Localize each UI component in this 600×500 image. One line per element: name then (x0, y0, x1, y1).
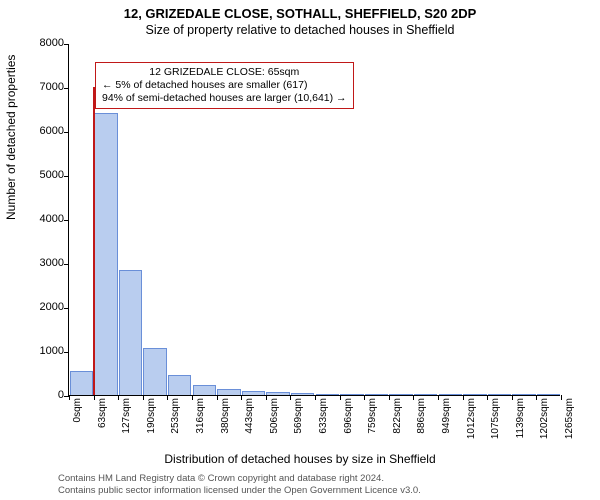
histogram-bar (439, 394, 462, 395)
histogram-bar (119, 270, 142, 395)
histogram-bar (389, 394, 412, 395)
x-tick-label: 1265sqm (564, 398, 575, 448)
histogram-bar (488, 394, 511, 395)
x-tick-label: 822sqm (392, 398, 403, 448)
y-tick (64, 264, 69, 265)
y-tick (64, 176, 69, 177)
footer-line: Contains public sector information licen… (58, 485, 421, 496)
y-tick-label: 4000 (4, 213, 64, 225)
x-tick (94, 395, 95, 400)
footer-attribution: Contains HM Land Registry data © Crown c… (58, 473, 421, 496)
x-tick (536, 395, 537, 400)
x-tick-label: 759sqm (367, 398, 378, 448)
y-axis-label: Number of detached properties (4, 55, 18, 220)
y-tick-label: 0 (4, 389, 64, 401)
x-tick-label: 63sqm (97, 398, 108, 448)
y-tick (64, 88, 69, 89)
annotation-line: 12 GRIZEDALE CLOSE: 65sqm (102, 66, 347, 79)
y-tick (64, 220, 69, 221)
chart-title: 12, GRIZEDALE CLOSE, SOTHALL, SHEFFIELD,… (0, 6, 600, 21)
x-tick (561, 395, 562, 400)
histogram-bar (291, 393, 314, 395)
y-tick (64, 308, 69, 309)
x-tick-label: 127sqm (121, 398, 132, 448)
x-tick-label: 569sqm (293, 398, 304, 448)
x-tick (315, 395, 316, 400)
x-tick-label: 0sqm (72, 398, 83, 448)
x-axis-label: Distribution of detached houses by size … (0, 452, 600, 466)
x-tick (192, 395, 193, 400)
y-tick-label: 3000 (4, 257, 64, 269)
y-tick (64, 44, 69, 45)
x-tick (487, 395, 488, 400)
x-tick-label: 1012sqm (466, 398, 477, 448)
y-tick-label: 7000 (4, 81, 64, 93)
histogram-bar (316, 394, 339, 395)
x-tick-label: 506sqm (269, 398, 280, 448)
histogram-bar (168, 375, 191, 395)
x-tick (389, 395, 390, 400)
x-tick-label: 316sqm (195, 398, 206, 448)
property-marker-line (93, 87, 95, 395)
y-tick-label: 5000 (4, 169, 64, 181)
x-tick (167, 395, 168, 400)
x-tick-label: 1139sqm (515, 398, 526, 448)
histogram-bar (242, 391, 265, 395)
x-tick (217, 395, 218, 400)
annotation-line: 94% of semi-detached houses are larger (… (102, 92, 347, 105)
histogram-bar (340, 394, 363, 395)
x-tick (143, 395, 144, 400)
y-tick (64, 352, 69, 353)
histogram-bar (414, 394, 437, 395)
x-tick (241, 395, 242, 400)
x-tick (413, 395, 414, 400)
x-tick (512, 395, 513, 400)
y-tick-label: 8000 (4, 37, 64, 49)
x-tick (463, 395, 464, 400)
x-tick-label: 886sqm (416, 398, 427, 448)
x-tick (266, 395, 267, 400)
y-tick (64, 132, 69, 133)
x-tick-label: 949sqm (441, 398, 452, 448)
x-tick (438, 395, 439, 400)
histogram-bar (217, 389, 240, 395)
x-tick-label: 190sqm (146, 398, 157, 448)
footer-line: Contains HM Land Registry data © Crown c… (58, 473, 421, 484)
histogram-bar (537, 394, 560, 395)
x-tick-label: 696sqm (343, 398, 354, 448)
x-tick (118, 395, 119, 400)
x-tick (69, 395, 70, 400)
y-tick-label: 1000 (4, 345, 64, 357)
histogram-bar (266, 392, 289, 395)
x-tick-label: 253sqm (170, 398, 181, 448)
histogram-bar (94, 113, 117, 395)
x-tick-label: 380sqm (220, 398, 231, 448)
annotation-line: ← 5% of detached houses are smaller (617… (102, 79, 347, 92)
y-tick-label: 6000 (4, 125, 64, 137)
histogram-bar (365, 394, 388, 395)
chart-subtitle: Size of property relative to detached ho… (0, 23, 600, 37)
x-tick-label: 1075sqm (490, 398, 501, 448)
histogram-bar (463, 394, 486, 395)
x-tick-label: 1202sqm (539, 398, 550, 448)
x-tick (290, 395, 291, 400)
y-tick-label: 2000 (4, 301, 64, 313)
x-tick (364, 395, 365, 400)
x-tick (340, 395, 341, 400)
annotation-box: 12 GRIZEDALE CLOSE: 65sqm← 5% of detache… (95, 62, 354, 109)
histogram-bar (70, 371, 93, 395)
x-tick-label: 633sqm (318, 398, 329, 448)
histogram-bar (143, 348, 166, 395)
x-tick-label: 443sqm (244, 398, 255, 448)
histogram-bar (512, 394, 535, 395)
histogram-bar (193, 385, 216, 395)
